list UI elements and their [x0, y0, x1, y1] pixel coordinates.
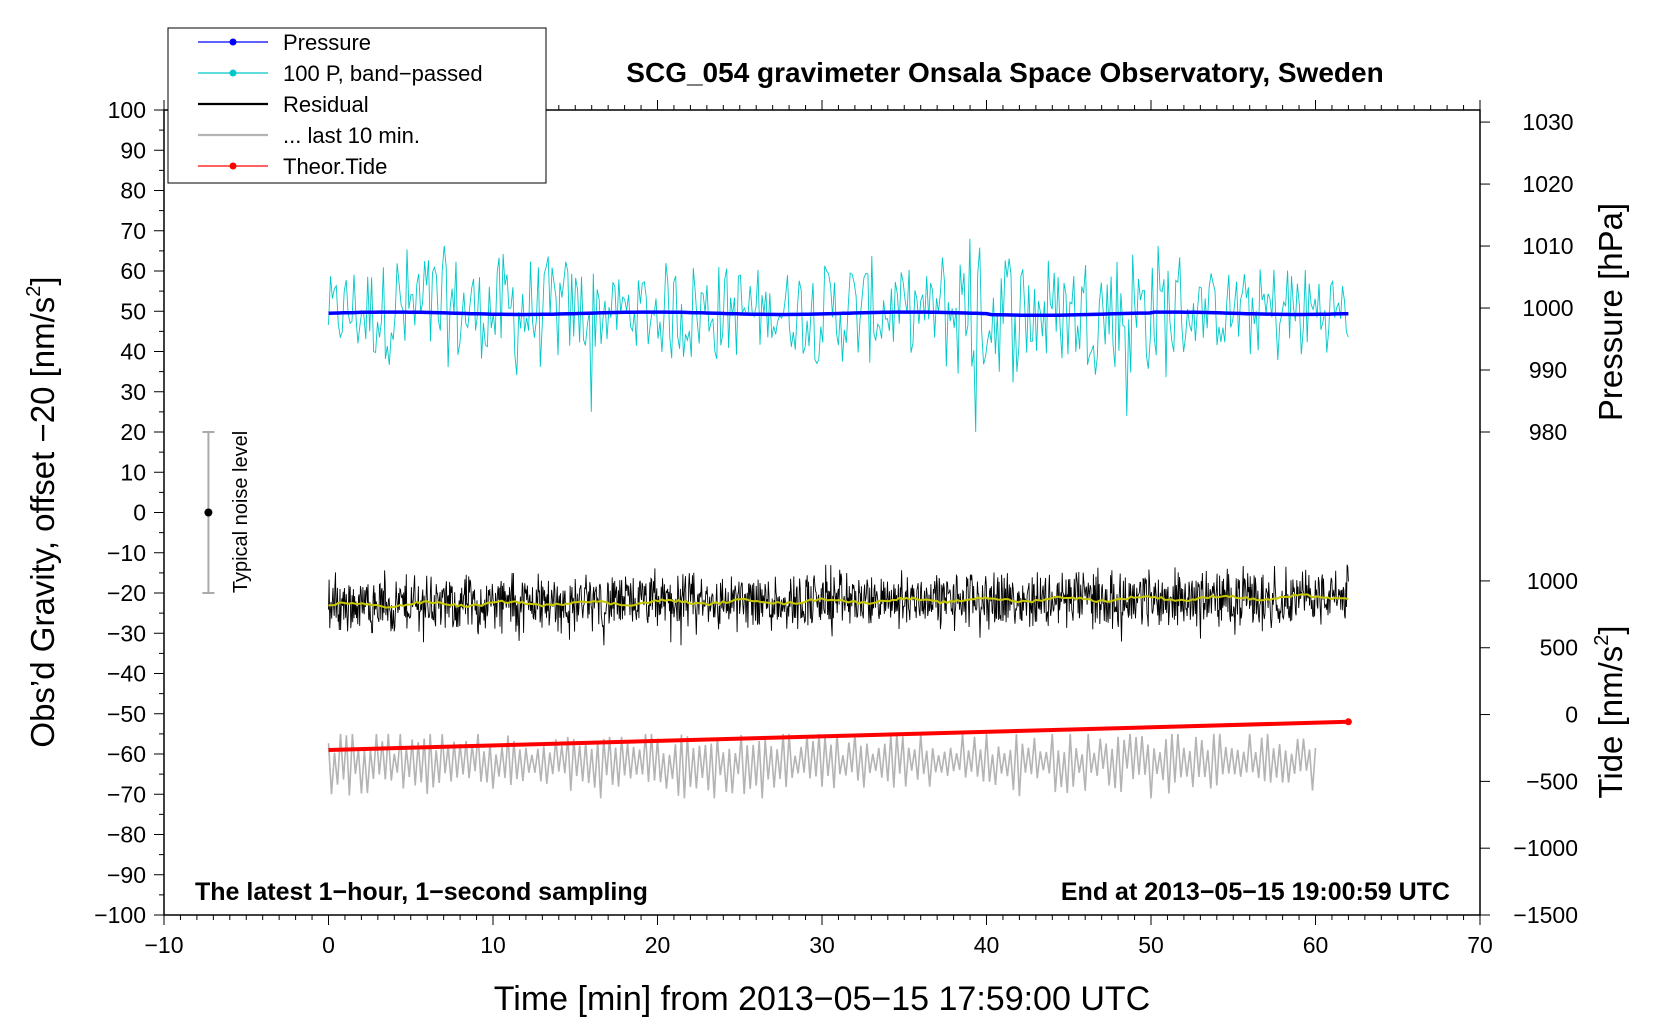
x-tick-label: 30 [809, 932, 835, 958]
series-residual [328, 564, 1349, 646]
x-tick-label: 70 [1467, 932, 1493, 958]
y-axis-label-left: Obs’d Gravity, offset −20 [nm/s2] [23, 276, 61, 747]
y-tick-label: 30 [120, 379, 146, 405]
y-axis-label-tide-main: Tide [nm/s [1592, 646, 1629, 799]
series-theor-tide [328, 719, 1349, 752]
chart-title: SCG_054 gravimeter Onsala Space Observat… [626, 57, 1383, 88]
y-tick-label: 50 [120, 298, 146, 324]
legend-label: 100 P, band−passed [283, 61, 483, 86]
y-tick-label: 0 [133, 500, 146, 526]
annotation-sampling: The latest 1−hour, 1−second sampling [195, 878, 648, 906]
legend-label: Residual [283, 92, 369, 117]
y-tick-label: 60 [120, 258, 146, 284]
y-tick-label: −50 [107, 701, 146, 727]
x-tick-label: −10 [144, 932, 183, 958]
annotation-end-time: End at 2013−05−15 19:00:59 UTC [1061, 878, 1450, 906]
y-axis-label-tide: Tide [nm/s2] [1591, 625, 1629, 798]
tide-tick-label: −1000 [1513, 835, 1578, 861]
y-tick-label: −80 [107, 822, 146, 848]
tide-tick-label: 500 [1540, 635, 1578, 661]
pressure-tick-label: 1010 [1522, 233, 1573, 259]
axis-ticks: −10 0 10 20 30 40 50 60 70−100−90−80−70−60−50−40… [94, 97, 1578, 958]
series-layer [327, 238, 1352, 799]
y-tick-label: 80 [120, 178, 146, 204]
y-tick-label: −70 [107, 781, 146, 807]
x-tick-label: 20 [645, 932, 671, 958]
legend-marker [229, 69, 237, 77]
pressure-tick-label: 1030 [1522, 109, 1573, 135]
series-last-10-min [327, 733, 1317, 799]
noise-bar-label: Typical noise level [230, 431, 252, 593]
series-theor-tide-end-marker [1344, 718, 1352, 726]
pressure-tick-label: 980 [1529, 419, 1567, 445]
y-tick-label: −60 [107, 741, 146, 767]
tide-tick-label: −500 [1526, 768, 1578, 794]
legend: Pressure 100 P, band−passed Residual ... la… [167, 27, 547, 184]
y-tick-label: 100 [108, 97, 146, 123]
series-residual-smoothed [328, 593, 1349, 609]
legend-label: ... last 10 min. [283, 123, 420, 148]
x-tick-label: 0 [322, 932, 335, 958]
y-tick-label: −10 [107, 540, 146, 566]
legend-box [167, 27, 547, 184]
y-tick-label: 90 [120, 137, 146, 163]
x-tick-label: 40 [974, 932, 1000, 958]
x-tick-label: 50 [1138, 932, 1164, 958]
legend-marker [229, 162, 237, 170]
y-tick-label: −100 [94, 902, 146, 928]
y-axis-label-left-main: Obs’d Gravity, offset −20 [nm/s [24, 297, 61, 748]
series-pressure [328, 310, 1349, 318]
pressure-tick-label: 1000 [1522, 295, 1573, 321]
series-bandpassed-pressure [328, 238, 1349, 433]
tide-tick-label: −1500 [1513, 902, 1578, 928]
y-tick-label: 20 [120, 419, 146, 445]
legend-label: Pressure [283, 30, 371, 55]
y-axis-label-left-end: ] [24, 276, 61, 285]
y-axis-label-pressure: Pressure [hPa] [1592, 203, 1629, 421]
y-tick-label: −20 [107, 580, 146, 606]
pressure-tick-label: 990 [1529, 357, 1567, 383]
plot-frame [163, 109, 1481, 916]
y-axis-label-tide-sup: 2 [1591, 635, 1613, 646]
legend-marker [229, 38, 237, 46]
legend-label: Theor.Tide [283, 154, 387, 179]
y-tick-label: −90 [107, 862, 146, 888]
tide-tick-label: 0 [1565, 702, 1578, 728]
y-tick-label: 10 [120, 459, 146, 485]
x-tick-label: 60 [1303, 932, 1329, 958]
pressure-tick-label: 1020 [1522, 171, 1573, 197]
x-tick-label: 10 [480, 932, 506, 958]
y-axis-label-left-sup: 2 [23, 286, 45, 297]
x-axis-label: Time [min] from 2013−05−15 17:59:00 UTC [494, 980, 1150, 1018]
noise-bar-center-dot [204, 508, 213, 517]
y-tick-label: 70 [120, 218, 146, 244]
y-tick-label: 40 [120, 339, 146, 365]
noise-bar [202, 431, 215, 594]
y-tick-label: −40 [107, 661, 146, 687]
y-tick-label: −30 [107, 620, 146, 646]
tide-tick-label: 1000 [1527, 568, 1578, 594]
y-axis-label-tide-end: ] [1592, 625, 1629, 634]
